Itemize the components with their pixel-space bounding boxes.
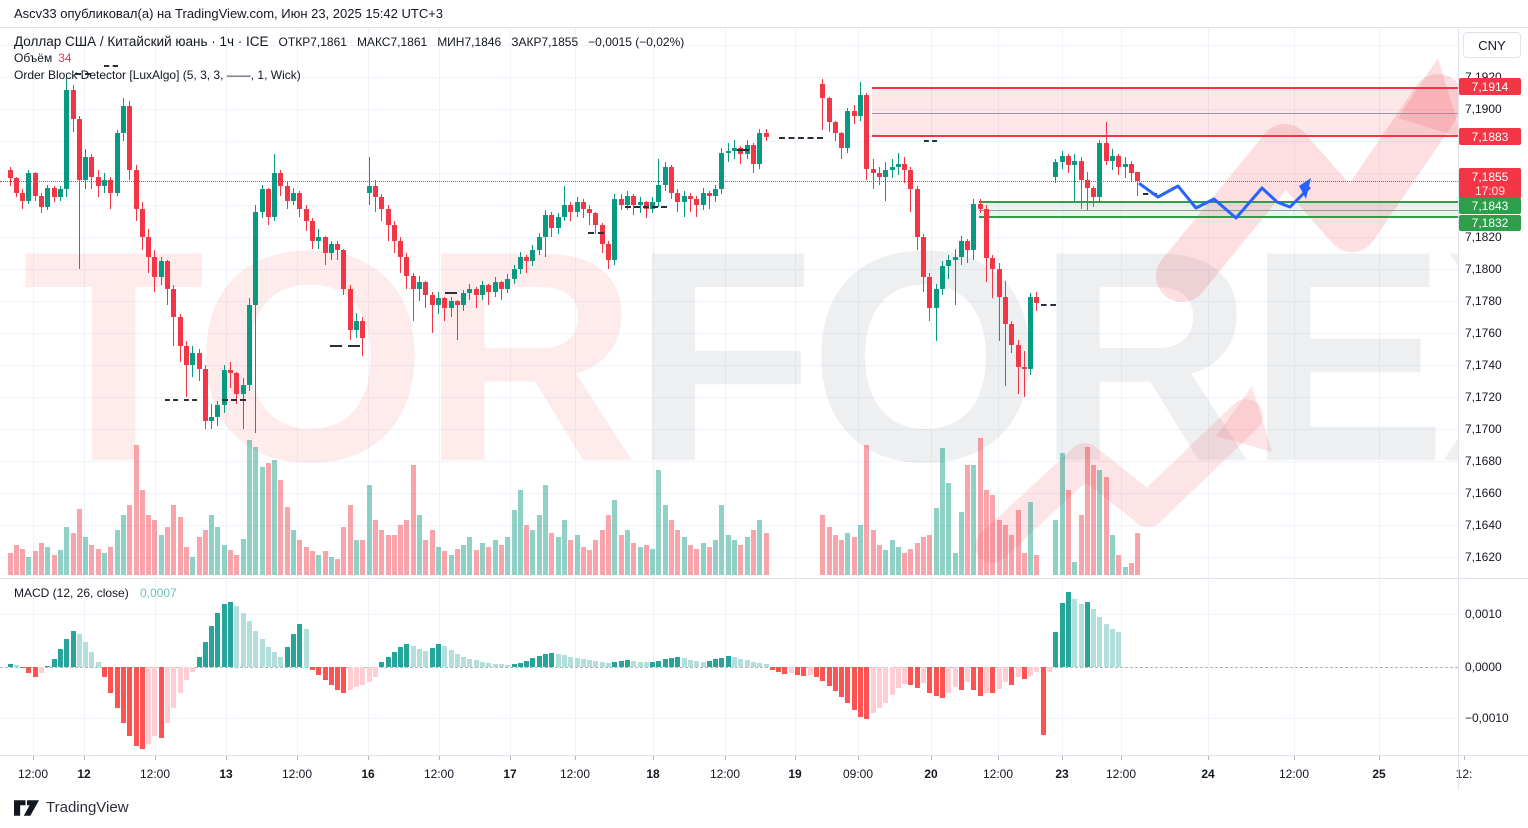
time-axis-label: 12:00 <box>559 767 591 781</box>
pane-separator[interactable] <box>0 578 1528 579</box>
last-price-badge: 7,1855 17:09 <box>1459 168 1521 199</box>
time-axis-label: 23 <box>1055 767 1069 781</box>
time-axis-label: 12:00 <box>1278 767 1310 781</box>
level-price-badge: 7,1883 <box>1459 128 1521 145</box>
tradingview-link[interactable]: TradingView <box>14 799 129 816</box>
ohlc-values: ОТКР7,1861 МАКС7,1861 МИН7,1846 ЗАКР7,18… <box>278 35 685 49</box>
time-axis-label: 12:00 <box>139 767 171 781</box>
chart-area[interactable]: TORFOREX.com Доллар США / Китайский юань… <box>0 28 1528 790</box>
price-axis-label: 7,1760 <box>1465 326 1502 340</box>
time-axis-label: 12:00 <box>17 767 49 781</box>
time-axis-label: 13 <box>219 767 233 781</box>
time-axis-label: 12:00 <box>709 767 741 781</box>
volume-value: 34 <box>58 51 72 65</box>
price-axis-label: 7,1620 <box>1465 550 1502 564</box>
publish-info: Ascv33 опубликовал(а) на TradingView.com… <box>14 6 444 21</box>
order-block-price-badge: 7,1832 <box>1459 215 1521 231</box>
tradingview-logo-icon <box>14 799 39 816</box>
time-axis-label: 16 <box>361 767 375 781</box>
currency-label: CNY <box>1478 37 1506 53</box>
time-axis-label: 12:00 <box>982 767 1014 781</box>
macd-label[interactable]: MACD (12, 26, close) <box>14 586 129 600</box>
change-value: −0,0015 (−0,02%) <box>588 35 685 49</box>
order-block-zone <box>979 200 1458 219</box>
price-axis[interactable]: CNY 7,19207,19007,18607,18207,18007,1780… <box>1459 28 1528 790</box>
time-axis-label: 17 <box>503 767 517 781</box>
time-axis-label: 18 <box>646 767 660 781</box>
time-axis-label: 12:00 <box>281 767 313 781</box>
level-price-badge: 7,1914 <box>1459 78 1521 95</box>
price-axis-label: 7,1800 <box>1465 262 1502 276</box>
footer-bar: TradingView <box>0 790 1528 828</box>
price-axis-label: 7,1820 <box>1465 230 1502 244</box>
price-axis-label: 0,0010 <box>1465 607 1502 621</box>
price-axis-label: 7,1680 <box>1465 454 1502 468</box>
price-axis-label: 7,1640 <box>1465 518 1502 532</box>
price-axis-label: 7,1740 <box>1465 358 1502 372</box>
indicator-label[interactable]: Order Block Detector [LuxAlgo] (5, 3, 3,… <box>14 68 301 82</box>
macd-value: 0,0007 <box>140 586 177 600</box>
publish-bar: Ascv33 опубликовал(а) на TradingView.com… <box>0 0 1528 28</box>
watermark-arrow-icon <box>975 58 1464 563</box>
order-block-zone <box>872 87 1458 137</box>
price-axis-label: 7,1700 <box>1465 422 1502 436</box>
time-axis-label: 09:00 <box>842 767 874 781</box>
price-axis-label: 7,1720 <box>1465 390 1502 404</box>
macd-legend[interactable]: MACD (12, 26, close) 0,0007 <box>14 586 177 600</box>
time-axis-label: 12: <box>1455 767 1473 781</box>
last-price-line <box>0 181 1458 183</box>
symbol-legend[interactable]: Доллар США / Китайский юань · 1ч · ICE О… <box>14 34 684 84</box>
currency-button[interactable]: CNY <box>1463 32 1521 58</box>
volume-label[interactable]: Объём <box>14 51 53 65</box>
time-axis-label: 12 <box>77 767 91 781</box>
price-axis-label: 7,1900 <box>1465 102 1502 116</box>
price-axis-label: 7,1780 <box>1465 294 1502 308</box>
time-axis-label: 12:00 <box>423 767 455 781</box>
time-axis-label: 12:00 <box>1105 767 1137 781</box>
order-block-price-badge: 7,1843 <box>1459 198 1521 214</box>
time-axis-label: 24 <box>1201 767 1215 781</box>
price-axis-label: 0,0000 <box>1465 660 1502 674</box>
axis-separator <box>1458 28 1459 790</box>
price-axis-label: −0,0010 <box>1465 711 1509 725</box>
symbol-title[interactable]: Доллар США / Китайский юань · 1ч · ICE <box>14 34 269 49</box>
time-axis-label: 19 <box>788 767 802 781</box>
price-axis-label: 7,1660 <box>1465 486 1502 500</box>
time-axis-label: 20 <box>924 767 938 781</box>
tradingview-brand: TradingView <box>46 799 129 816</box>
time-axis-label: 25 <box>1372 767 1386 781</box>
time-axis[interactable]: 12:00 12 12:00 13 12:00 16 12:00 17 12:00 18 12:00… <box>0 755 1528 790</box>
